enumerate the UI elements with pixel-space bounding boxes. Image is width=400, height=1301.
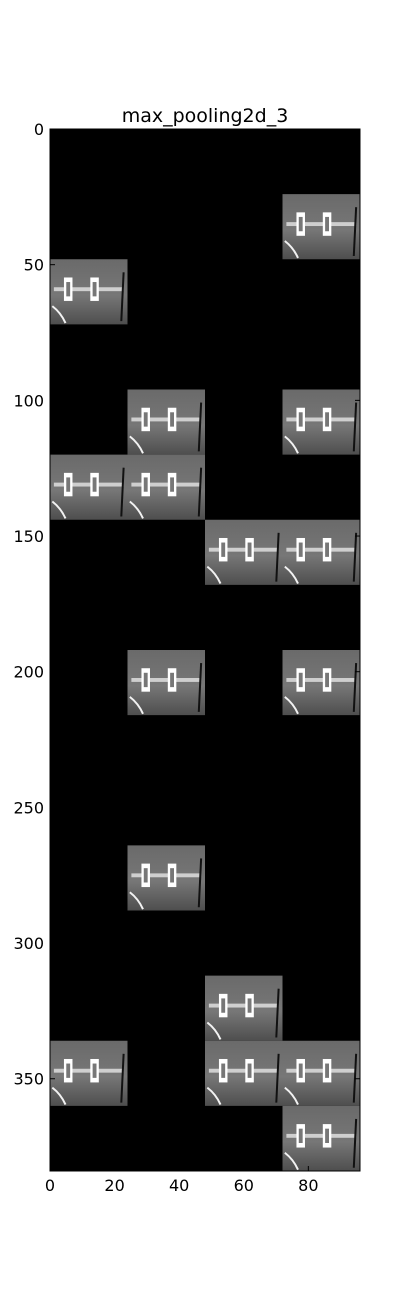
y-tick-label: 300 — [13, 934, 44, 953]
feature-tile — [282, 650, 360, 716]
feature-tile — [127, 389, 205, 455]
x-axis: 0 20 40 60 80 — [45, 129, 319, 1195]
y-tick-label: 100 — [13, 391, 44, 410]
feature-tile — [50, 1040, 128, 1106]
y-tick-label: 50 — [24, 256, 44, 275]
y-tick-label: 250 — [13, 798, 44, 817]
feature-tile — [282, 194, 360, 260]
feature-tile — [205, 1040, 283, 1106]
feature-tile — [50, 454, 128, 520]
y-axis: 0 50 100 150 200 250 300 350 — [13, 120, 360, 1089]
feature-tile — [127, 454, 205, 520]
feature-tile — [282, 1105, 360, 1171]
x-tick-label: 40 — [169, 1176, 189, 1195]
feature-tile — [282, 389, 360, 455]
x-tick-label: 20 — [104, 1176, 124, 1195]
plot-frame — [49, 128, 361, 1172]
y-tick-label: 200 — [13, 663, 44, 682]
y-tick-label: 350 — [13, 1070, 44, 1089]
feature-tiles — [50, 194, 360, 1171]
feature-tile — [205, 519, 283, 585]
y-tick-label: 0 — [34, 120, 44, 139]
x-tick-label: 0 — [45, 1176, 55, 1195]
feature-tile — [282, 519, 360, 585]
feature-tile — [50, 259, 128, 325]
feature-tile — [282, 1040, 360, 1106]
feature-tile — [205, 975, 283, 1041]
feature-tile — [127, 845, 205, 911]
y-tick-label: 150 — [13, 527, 44, 546]
chart-title: max_pooling2d_3 — [122, 105, 289, 127]
x-tick-label: 80 — [298, 1176, 318, 1195]
x-tick-label: 60 — [234, 1176, 254, 1195]
feature-tile — [127, 650, 205, 716]
plot-area — [49, 128, 361, 1172]
